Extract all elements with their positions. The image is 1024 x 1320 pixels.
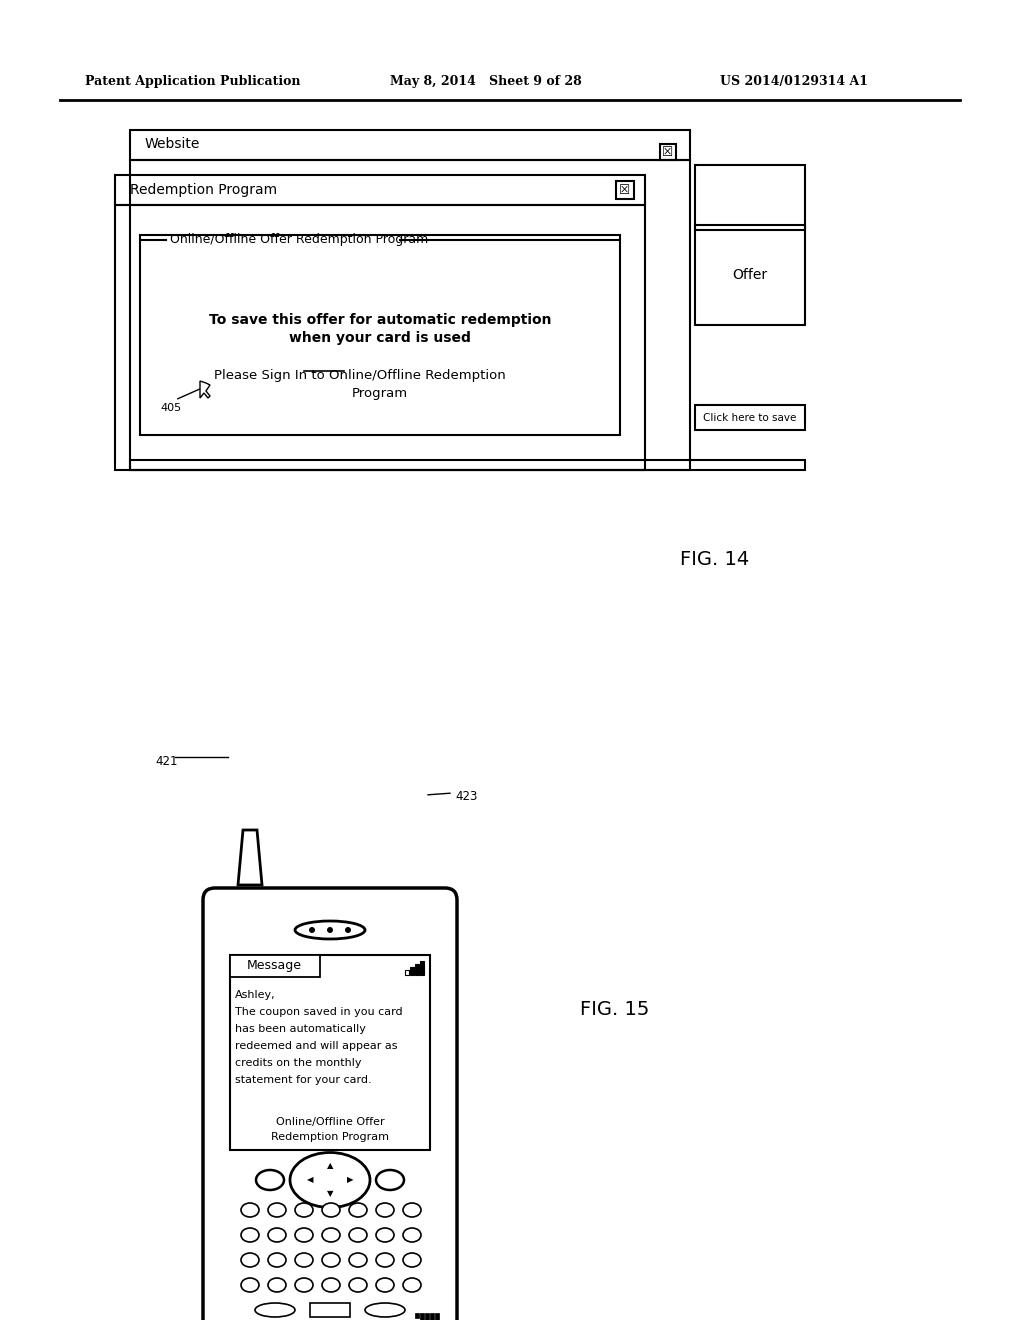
Ellipse shape xyxy=(295,1253,313,1267)
Ellipse shape xyxy=(349,1203,367,1217)
Text: ▼: ▼ xyxy=(327,1189,333,1199)
Text: US 2014/0129314 A1: US 2014/0129314 A1 xyxy=(720,75,868,88)
Bar xyxy=(130,459,805,470)
FancyBboxPatch shape xyxy=(203,888,457,1320)
Bar xyxy=(115,205,645,470)
Text: May 8, 2014   Sheet 9 of 28: May 8, 2014 Sheet 9 of 28 xyxy=(390,75,582,88)
Ellipse shape xyxy=(256,1170,284,1191)
Bar xyxy=(435,1313,438,1320)
Ellipse shape xyxy=(365,1303,406,1317)
Ellipse shape xyxy=(376,1228,394,1242)
Ellipse shape xyxy=(241,1253,259,1267)
Text: ▲: ▲ xyxy=(327,1162,333,1171)
Polygon shape xyxy=(200,381,210,399)
Bar xyxy=(415,1313,419,1317)
Bar xyxy=(130,129,690,160)
Ellipse shape xyxy=(241,1203,259,1217)
Ellipse shape xyxy=(322,1203,340,1217)
Bar xyxy=(660,144,676,160)
Ellipse shape xyxy=(241,1278,259,1292)
Text: Redemption Program: Redemption Program xyxy=(130,183,278,197)
Text: Website: Website xyxy=(145,137,201,150)
Bar xyxy=(425,1313,428,1320)
Text: ☒: ☒ xyxy=(620,183,631,197)
Text: Patent Application Publication: Patent Application Publication xyxy=(85,75,300,88)
Circle shape xyxy=(345,927,351,933)
Text: redeemed and will appear as: redeemed and will appear as xyxy=(234,1041,397,1051)
Ellipse shape xyxy=(268,1203,286,1217)
Ellipse shape xyxy=(403,1203,421,1217)
Text: ☒: ☒ xyxy=(663,145,674,158)
Bar xyxy=(310,1303,350,1317)
Text: To save this offer for automatic redemption: To save this offer for automatic redempt… xyxy=(209,313,551,327)
Ellipse shape xyxy=(322,1228,340,1242)
Text: Program: Program xyxy=(352,387,408,400)
Ellipse shape xyxy=(255,1303,295,1317)
Ellipse shape xyxy=(241,1228,259,1242)
Text: Online/Offline Offer: Online/Offline Offer xyxy=(275,1117,384,1127)
Ellipse shape xyxy=(295,1203,313,1217)
Ellipse shape xyxy=(376,1278,394,1292)
Ellipse shape xyxy=(403,1278,421,1292)
Text: FIG. 15: FIG. 15 xyxy=(580,1001,649,1019)
Text: Ashley,: Ashley, xyxy=(234,990,275,1001)
Bar xyxy=(616,181,634,199)
Ellipse shape xyxy=(322,1253,340,1267)
Bar xyxy=(115,176,645,205)
Bar xyxy=(140,235,620,436)
Text: 405: 405 xyxy=(160,403,181,413)
Text: 423: 423 xyxy=(455,789,477,803)
Text: Message: Message xyxy=(247,960,301,973)
Bar xyxy=(230,954,319,977)
Bar xyxy=(130,160,690,470)
Text: statement for your card.: statement for your card. xyxy=(234,1074,372,1085)
Text: ▶: ▶ xyxy=(347,1176,353,1184)
Ellipse shape xyxy=(268,1228,286,1242)
Bar xyxy=(695,165,805,230)
Ellipse shape xyxy=(268,1278,286,1292)
Circle shape xyxy=(327,927,333,933)
Ellipse shape xyxy=(349,1278,367,1292)
Bar xyxy=(415,964,419,975)
Ellipse shape xyxy=(403,1228,421,1242)
Text: when your card is used: when your card is used xyxy=(289,331,471,345)
Text: Online/Offline Offer Redemption Program: Online/Offline Offer Redemption Program xyxy=(170,234,428,247)
Text: credits on the monthly: credits on the monthly xyxy=(234,1059,361,1068)
Ellipse shape xyxy=(376,1170,404,1191)
Text: Click here to save: Click here to save xyxy=(703,413,797,422)
Bar xyxy=(420,961,424,975)
Ellipse shape xyxy=(322,1278,340,1292)
Bar xyxy=(410,968,414,975)
Ellipse shape xyxy=(268,1253,286,1267)
Text: Please Sign In to Online/Offline Redemption: Please Sign In to Online/Offline Redempt… xyxy=(214,368,506,381)
Polygon shape xyxy=(238,830,262,884)
Ellipse shape xyxy=(349,1253,367,1267)
Circle shape xyxy=(309,927,315,933)
Ellipse shape xyxy=(376,1253,394,1267)
Bar xyxy=(430,1313,433,1320)
Bar xyxy=(406,970,409,975)
Bar xyxy=(695,224,805,325)
Bar xyxy=(230,954,430,1150)
Ellipse shape xyxy=(349,1228,367,1242)
Bar xyxy=(420,1313,424,1320)
Text: The coupon saved in you card: The coupon saved in you card xyxy=(234,1007,402,1016)
Text: Offer: Offer xyxy=(732,268,768,282)
Ellipse shape xyxy=(295,1278,313,1292)
Text: has been automatically: has been automatically xyxy=(234,1024,366,1034)
Text: FIG. 14: FIG. 14 xyxy=(680,550,750,569)
Ellipse shape xyxy=(290,1152,370,1208)
Bar xyxy=(695,405,805,430)
Text: 421: 421 xyxy=(155,755,177,768)
Ellipse shape xyxy=(295,1228,313,1242)
Ellipse shape xyxy=(376,1203,394,1217)
Ellipse shape xyxy=(403,1253,421,1267)
Text: Redemption Program: Redemption Program xyxy=(271,1133,389,1142)
Text: ◀: ◀ xyxy=(307,1176,313,1184)
